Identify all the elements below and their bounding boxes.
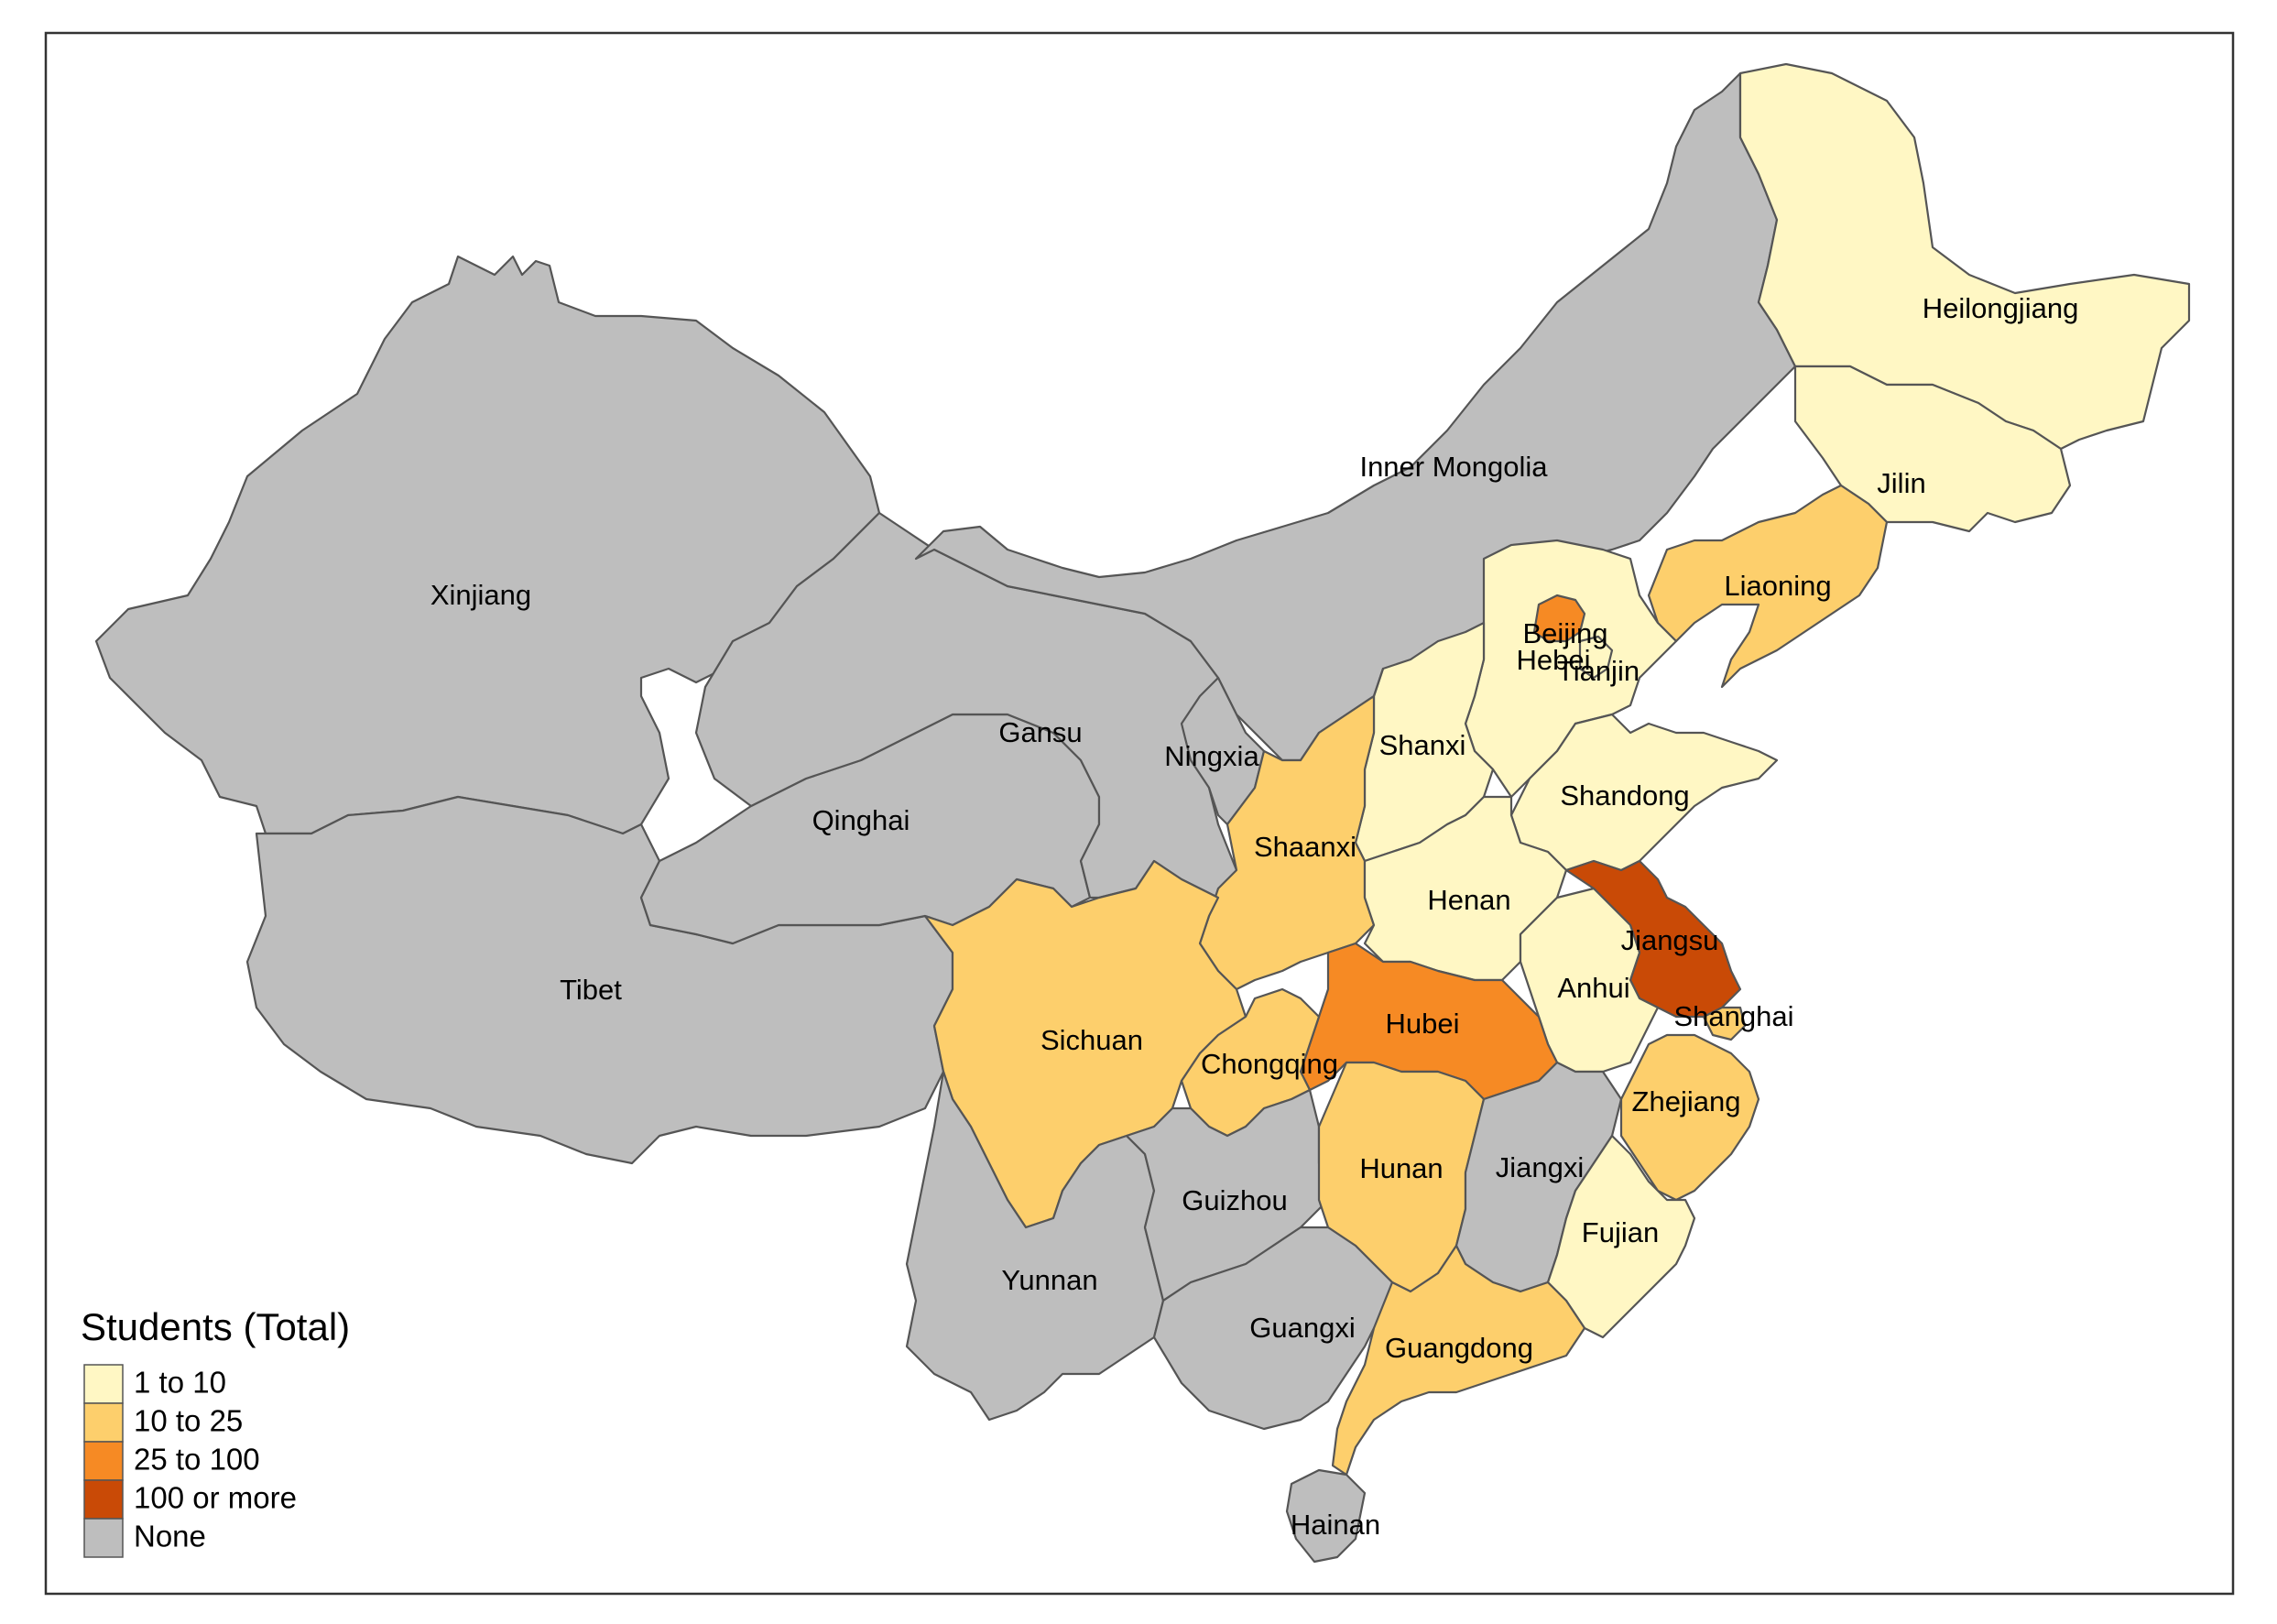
label-ningxia: Ningxia [1164,740,1259,772]
province-inner-mongolia[interactable] [914,71,1797,762]
province-shaanxi[interactable] [1198,667,1385,991]
label-anhui: Anhui [1557,972,1629,1004]
label-hainan: Hainan [1291,1509,1380,1541]
legend-label-none: None [134,1520,206,1553]
label-jiangxi: Jiangxi [1496,1151,1585,1183]
label-chongqing: Chongqing [1201,1048,1338,1080]
label-yunnan: Yunnan [1001,1264,1097,1296]
label-inner-mongolia: Inner Mongolia [1359,451,1548,483]
label-guangxi: Guangxi [1249,1312,1355,1344]
label-guangdong: Guangdong [1385,1332,1533,1364]
province-hainan[interactable] [1285,1468,1367,1564]
province-shanghai[interactable] [1702,1006,1747,1041]
province-heilongjiang[interactable] [1738,62,2191,451]
label-qinghai: Qinghai [812,804,910,836]
province-labels: Xinjiang Tibet Qinghai Gansu Inner Mongo… [430,292,2078,1541]
label-sichuan: Sichuan [1040,1024,1143,1056]
label-hebei: Hebei [1517,644,1591,676]
legend-label-100-or-more: 100 or more [134,1481,297,1515]
label-jiangsu: Jiangsu [1621,924,1719,956]
province-fujian[interactable] [1546,1134,1696,1339]
label-heilongjiang: Heilongjiang [1923,292,2079,324]
label-liaoning: Liaoning [1724,570,1831,602]
legend-label-10-to-25: 10 to 25 [134,1404,243,1438]
legend-title: Students (Total) [81,1305,350,1348]
label-shandong: Shandong [1560,779,1689,812]
province-zhejiang[interactable] [1619,1033,1760,1202]
legend-swatch-25-to-100 [83,1441,124,1481]
legend-swatch-1-to-10 [83,1364,124,1404]
province-beijing[interactable] [1532,594,1586,643]
label-guizhou: Guizhou [1182,1184,1287,1216]
label-tianjin: Tianjin [1557,655,1640,687]
province-guangdong[interactable] [1331,1244,1586,1477]
province-liaoning[interactable] [1647,484,1889,689]
label-beijing: Beijing [1522,617,1607,649]
legend-swatch-100-or-more [83,1479,124,1520]
legend-swatch-none [83,1518,124,1558]
label-gansu: Gansu [998,716,1082,748]
label-hunan: Hunan [1359,1152,1443,1184]
legend-label-25-to-100: 25 to 100 [134,1443,260,1477]
map-legend: Students (Total) 1 to 10 10 to 25 25 to … [81,1305,350,1558]
legend-label-1-to-10: 1 to 10 [134,1366,226,1400]
label-zhejiang: Zhejiang [1632,1085,1741,1117]
label-tibet: Tibet [560,974,622,1006]
label-xinjiang: Xinjiang [430,579,531,611]
label-henan: Henan [1427,884,1510,916]
label-shanxi: Shanxi [1379,729,1466,761]
label-hubei: Hubei [1386,1008,1460,1040]
label-shaanxi: Shaanxi [1254,831,1356,863]
label-fujian: Fujian [1582,1216,1659,1248]
label-shanghai: Shanghai [1673,1000,1793,1032]
legend-swatch-10-to-25 [83,1402,124,1443]
label-jilin: Jilin [1877,467,1925,499]
province-tianjin[interactable] [1578,635,1614,680]
provinces-layer [94,62,2191,1564]
